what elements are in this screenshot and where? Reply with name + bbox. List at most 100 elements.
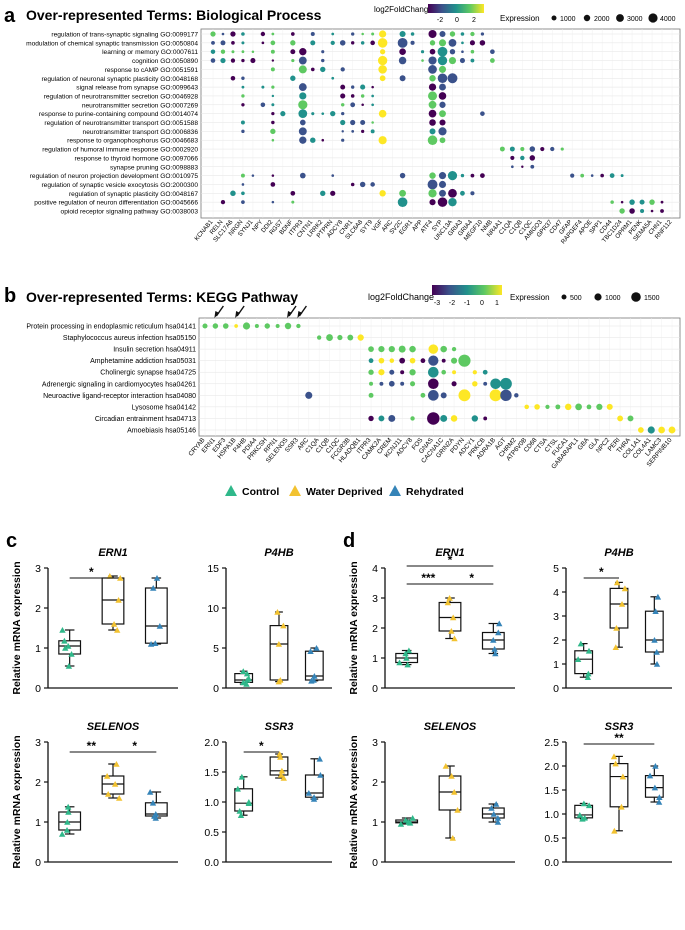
panel-a-dot xyxy=(429,40,436,46)
panel-b-term-label: Lysosome hsa04142 xyxy=(132,404,196,411)
panel-a-dot xyxy=(428,100,437,109)
boxplot-point xyxy=(612,760,619,767)
panel-b-dot xyxy=(326,334,333,341)
boxplot-tick-label: 4 xyxy=(372,563,378,575)
boxplot-point xyxy=(651,637,658,643)
boxplot-point xyxy=(449,614,457,621)
panel-b-term-label: Cholinergic synapse hsa04725 xyxy=(100,370,196,377)
boxplot-tick-label: 3 xyxy=(372,593,378,605)
panel-a-dot xyxy=(570,173,575,178)
boxplot-tick-label: 0 xyxy=(372,683,378,695)
panel-b-dot xyxy=(658,426,665,434)
boxplot-point xyxy=(156,623,164,629)
panel-a-dot xyxy=(350,182,355,187)
boxplot-point xyxy=(444,599,452,606)
panel-a-dot xyxy=(428,56,437,65)
boxplot-tick-label: 10 xyxy=(207,603,219,615)
boxplot-point xyxy=(276,751,283,757)
panel-a-dot xyxy=(271,174,275,177)
panel-a-term-label: regulation of neurotransmitter secretion… xyxy=(44,93,199,100)
boxplot-point xyxy=(396,659,403,666)
boxplot-tick-label: 3 xyxy=(35,563,41,575)
boxplot-point xyxy=(454,807,461,813)
panel-a-dot xyxy=(529,146,536,152)
panel-a-dot xyxy=(590,174,594,177)
panel-a-size-label: 3000 xyxy=(627,16,643,23)
boxplot-point xyxy=(113,761,120,767)
boxplot-point xyxy=(305,790,313,796)
boxplot-point xyxy=(237,812,245,818)
panel-b-dot xyxy=(441,358,446,363)
boxplot-point xyxy=(646,772,654,779)
panel-a-dot xyxy=(437,73,448,84)
panel-a-dot xyxy=(330,190,336,196)
panel-b-colorbar-tick: 1 xyxy=(495,300,499,307)
boxplot-point xyxy=(280,622,287,629)
panel-a-dot xyxy=(339,40,346,46)
boxplot-d-selenos: SELENOS 0 1 2 3 Relative mRNA expression xyxy=(348,721,515,869)
boxplot-point xyxy=(104,791,112,797)
boxplot-tick-label: 0 xyxy=(35,683,41,695)
boxplot-point xyxy=(62,645,69,651)
boxplot-tick-label: 0 xyxy=(553,683,559,695)
panel-a-dot xyxy=(230,75,236,81)
boxplot-point xyxy=(64,819,71,825)
boxplot-point xyxy=(275,641,283,647)
boxplot-point xyxy=(490,811,497,817)
panel-a-dot xyxy=(210,49,216,54)
panel-b-term-labels: Protein processing in endoplasmic reticu… xyxy=(26,324,196,435)
boxplot-point xyxy=(307,648,314,654)
panel-a-dot xyxy=(399,48,406,56)
panel-a-dot xyxy=(378,109,387,118)
panel-a-dot xyxy=(460,190,465,196)
boxplot-point xyxy=(494,819,502,825)
panel-b-dot xyxy=(254,323,259,329)
panel-a-dot xyxy=(470,173,475,178)
boxplot-point xyxy=(277,677,284,683)
boxplot-point xyxy=(577,640,585,647)
panel-b-dot xyxy=(500,377,512,390)
panel-b-dots xyxy=(202,322,676,434)
panel-b-dot xyxy=(451,346,457,352)
panel-a-dot xyxy=(438,172,447,180)
panel-a-dot xyxy=(291,58,295,63)
boxplot-tick-label: 3 xyxy=(35,737,41,749)
panel-b-term-label: Staphylococcus aureus infection hsa05150 xyxy=(63,335,196,342)
boxplot-point xyxy=(280,775,287,781)
panel-b-dot xyxy=(668,426,676,434)
panel-b-dot xyxy=(398,345,406,353)
boxplot-box xyxy=(234,788,254,812)
panel-a-dot xyxy=(438,39,447,47)
legend-marker-control xyxy=(225,485,237,496)
panel-a-term-label: regulation of neuronal synaptic plastici… xyxy=(41,76,198,83)
significance-label: ** xyxy=(87,739,97,753)
boxplot-point xyxy=(245,675,252,682)
boxplot-tick-label: 1.0 xyxy=(204,797,219,809)
panel-a-dot xyxy=(230,31,236,37)
panel-b-term-label: Amphetamine addiction hsa05031 xyxy=(90,358,196,365)
boxplot-point xyxy=(492,801,500,807)
panel-b-dot xyxy=(378,346,385,353)
group-legend: Control Water Deprived Rehydrated xyxy=(225,485,464,498)
panel-a-letter: a xyxy=(4,5,16,27)
panel-a-dot xyxy=(221,32,225,36)
panel-a-dot xyxy=(620,200,624,204)
panel-a-colorbar-tick: -2 xyxy=(437,17,443,24)
panel-a-term-label: positive regulation of neuron differenti… xyxy=(34,200,198,207)
boxplot-point xyxy=(243,681,250,687)
panel-a-dot xyxy=(310,32,315,36)
panel-a-dot xyxy=(520,147,525,152)
boxplot-tick-label: 2 xyxy=(372,777,378,789)
panel-b-colorbar-tick: -3 xyxy=(434,300,440,307)
boxplot-point xyxy=(613,579,621,586)
panel-a-dot xyxy=(428,91,438,101)
panel-a-dot xyxy=(660,209,664,213)
panel-a-dot xyxy=(397,37,408,48)
panel-a-dot xyxy=(378,65,387,74)
panel-a-dot xyxy=(270,40,276,46)
panel-a-term-label: signal release from synapse GO:0099643 xyxy=(76,85,198,92)
boxplot-point xyxy=(243,670,251,677)
panel-a-dot xyxy=(620,174,624,178)
panel-a-dot xyxy=(271,120,275,125)
boxplot-point xyxy=(64,803,72,810)
